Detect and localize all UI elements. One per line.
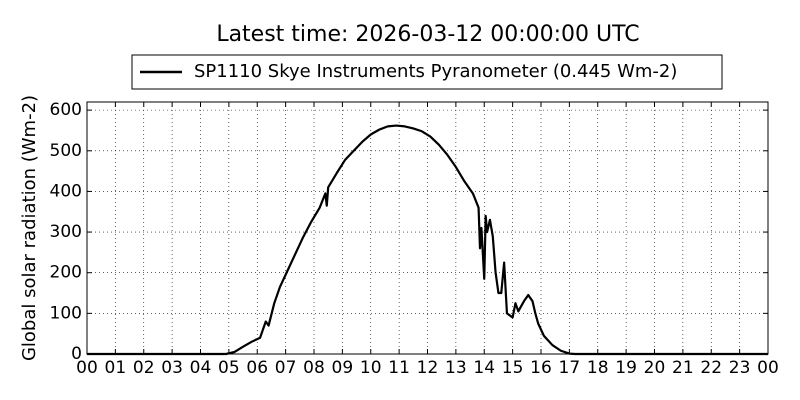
legend-box xyxy=(131,54,723,90)
chart-title: Latest time: 2026-03-12 00:00:00 UTC xyxy=(216,22,639,47)
x-tick-label: 22 xyxy=(700,358,722,378)
y-tick-label: 500 xyxy=(50,141,82,161)
x-tick-label: 12 xyxy=(417,358,439,378)
legend-label: SP1110 Skye Instruments Pyranometer (0.4… xyxy=(194,61,677,82)
x-tick-label: 07 xyxy=(275,358,297,378)
x-tick-label: 09 xyxy=(332,358,354,378)
y-tick-label: 200 xyxy=(50,263,82,283)
x-tick-label: 14 xyxy=(473,358,495,378)
x-tick-label: 06 xyxy=(246,358,268,378)
y-tick-label: 600 xyxy=(50,100,82,120)
plot-frame xyxy=(86,101,769,355)
y-tick-label: 0 xyxy=(71,344,82,364)
x-tick-label: 00 xyxy=(76,358,98,378)
x-tick-label: 19 xyxy=(615,358,637,378)
x-tick-label: 03 xyxy=(161,358,183,378)
x-tick-label: 08 xyxy=(303,358,325,378)
x-tick-label: 17 xyxy=(559,358,581,378)
x-tick-label: 00 xyxy=(757,358,779,378)
x-tick-label: 01 xyxy=(105,358,127,378)
y-tick-label: 400 xyxy=(50,181,82,201)
x-tick-label: 16 xyxy=(530,358,552,378)
y-tick-label: 300 xyxy=(50,222,82,242)
x-tick-label: 13 xyxy=(445,358,467,378)
y-axis-label: Global solar radiation (Wm-2) xyxy=(19,95,40,361)
data-line xyxy=(87,124,768,356)
x-tick-label: 23 xyxy=(729,358,751,378)
x-tick-label: 15 xyxy=(502,358,524,378)
x-tick-label: 20 xyxy=(644,358,666,378)
x-tick-label: 18 xyxy=(587,358,609,378)
x-tick-label: 02 xyxy=(133,358,155,378)
y-tick-label: 100 xyxy=(50,303,82,323)
x-tick-label: 21 xyxy=(672,358,694,378)
x-tick-label: 10 xyxy=(360,358,382,378)
x-tick-label: 04 xyxy=(190,358,212,378)
x-tick-label: 11 xyxy=(388,358,410,378)
x-tick-label: 05 xyxy=(218,358,240,378)
